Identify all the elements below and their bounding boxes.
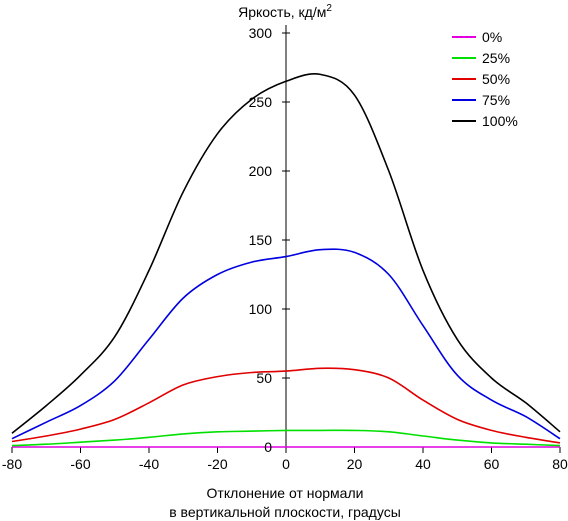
x-axis-title-line2: в вертикальной плоскости, градусы (169, 504, 401, 520)
y-tick-label: 200 (249, 163, 273, 179)
x-tick-label: -80 (2, 456, 22, 472)
series-lines (11, 73, 561, 448)
legend-label: 25% (482, 50, 510, 66)
y-tick-label: 150 (249, 232, 273, 248)
legend-label: 100% (482, 113, 518, 129)
x-tick-label: 20 (347, 456, 363, 472)
series-line-25pct (11, 429, 561, 447)
legend-label: 50% (482, 71, 510, 87)
legend-label: 0% (482, 29, 502, 45)
legend: 0% 25% 50% 75% 100% (452, 29, 518, 129)
x-tick-label: -40 (139, 456, 159, 472)
series-line-50pct (11, 367, 561, 444)
y-tick-label: 300 (249, 25, 273, 41)
x-tick-label: -20 (207, 456, 227, 472)
x-tick-label: 0 (282, 456, 290, 472)
series-line-100pct (11, 73, 561, 434)
x-tick-label: 40 (415, 456, 431, 472)
x-tick-label: 60 (484, 456, 500, 472)
y-tick-label: 100 (249, 301, 273, 317)
x-tick-label: -60 (70, 456, 90, 472)
series-line-75pct (11, 248, 561, 440)
y-axis-title: Яркость, кд/м2 (238, 3, 332, 20)
y-tick-label: 250 (249, 94, 273, 110)
y-tick-label: 50 (256, 370, 272, 386)
y-tick-label: 0 (264, 439, 272, 455)
axes (11, 25, 561, 453)
legend-label: 75% (482, 92, 510, 108)
tick-labels: -80 -60 -40 -20 0 20 40 60 80 0 50 100 150 200 250 300 (2, 25, 568, 472)
x-tick-label: 80 (552, 456, 568, 472)
x-axis-title-line1: Отклонение от нормали (207, 485, 364, 501)
